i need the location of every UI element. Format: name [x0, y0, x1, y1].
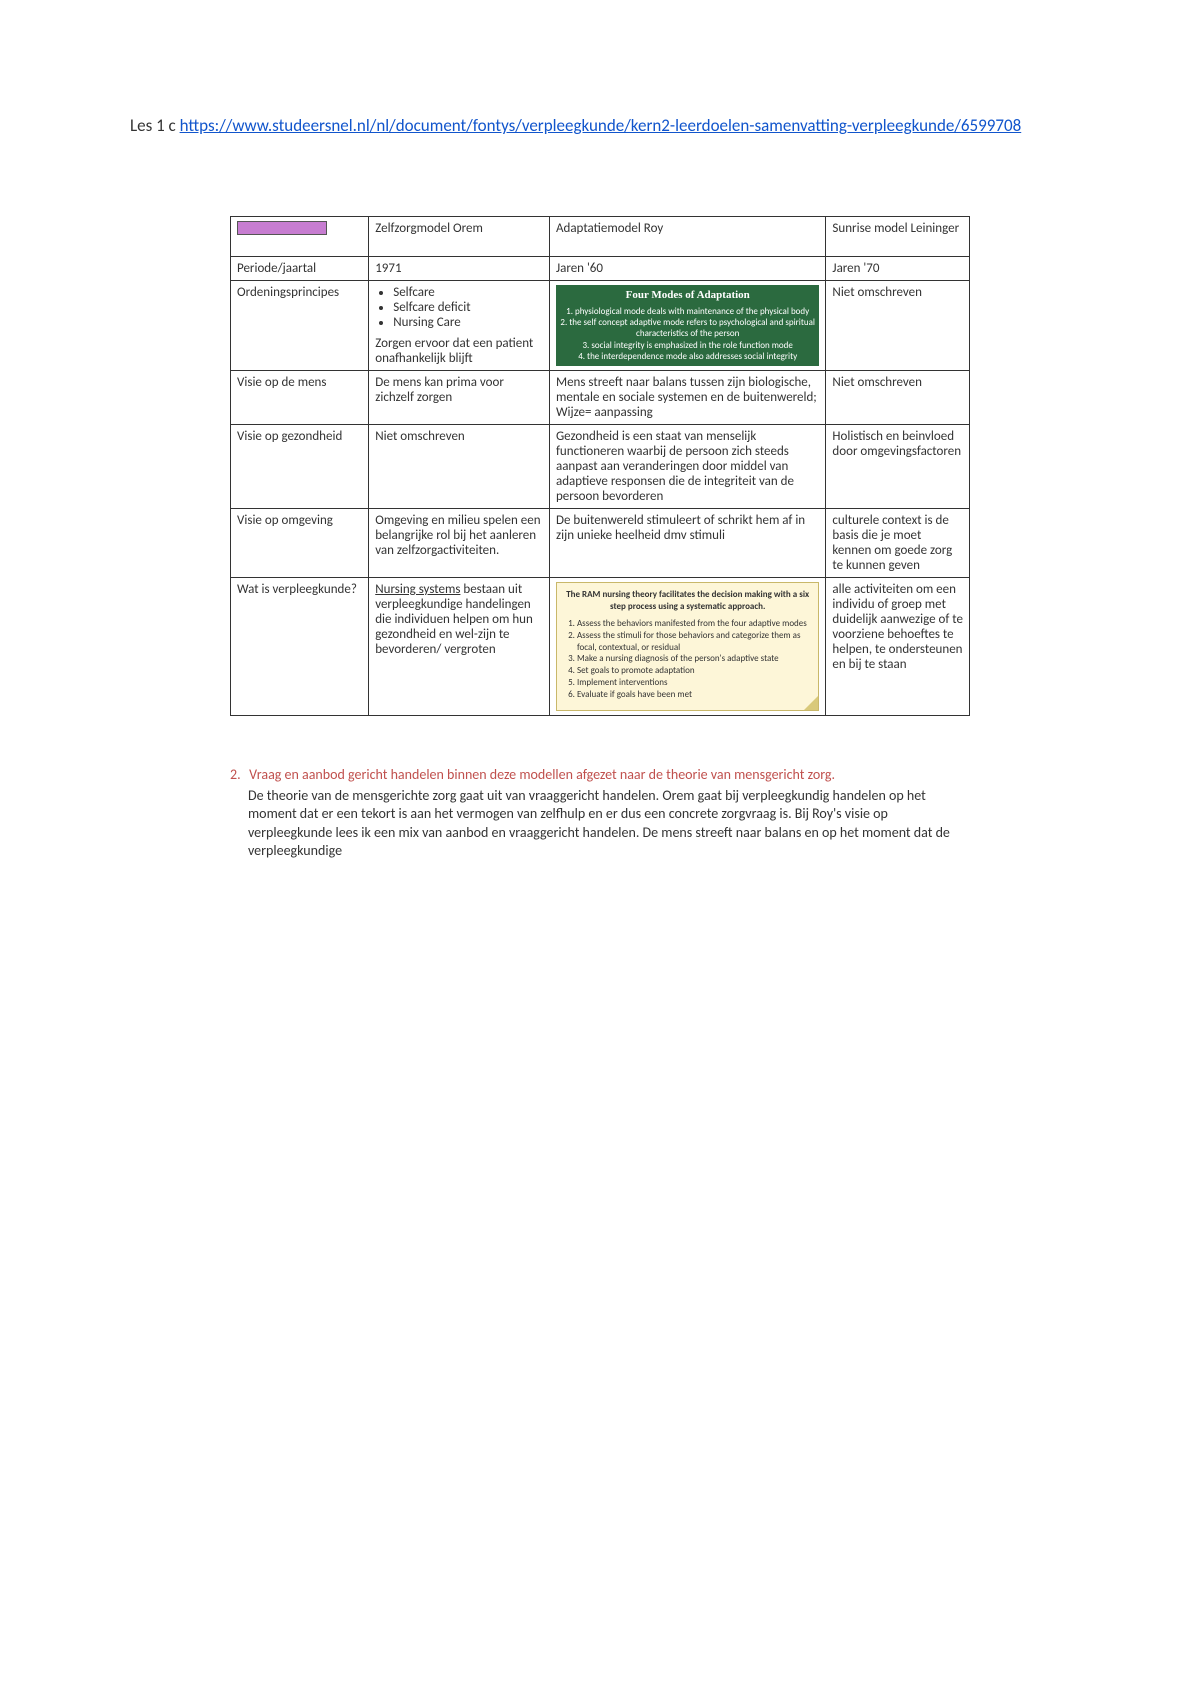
verpleegkunde-orem: Nursing systems bestaan uit verpleegkund… [369, 578, 550, 716]
question-text: Vraag en aanbod gericht handelen binnen … [249, 766, 835, 783]
verpleegkunde-lei: alle activiteiten om een individu of gro… [826, 578, 970, 716]
label-visie-omgeving: Visie op omgeving [231, 509, 369, 578]
orem-bullet: Selfcare [393, 285, 543, 300]
orem-bullet: Nursing Care [393, 315, 543, 330]
orem-bullet: Selfcare deficit [393, 300, 543, 315]
ordening-orem: Selfcare Selfcare deficit Nursing Care Z… [369, 281, 550, 371]
header-orem: Zelfzorgmodel Orem [369, 217, 550, 257]
ram-steps-list: Assess the behaviors manifested from the… [563, 618, 812, 700]
periode-orem: 1971 [369, 257, 550, 281]
ram-theory-box: The RAM nursing theory facilitates the d… [556, 582, 819, 711]
table-header-row: Zelfzorgmodel Orem Adaptatiemodel Roy Su… [231, 217, 970, 257]
roy-modes-title: Four Modes of Adaptation [558, 289, 817, 303]
visie-mens-roy: Mens streeft naar balans tussen zijn bio… [549, 371, 825, 425]
periode-roy: Jaren '60 [549, 257, 825, 281]
models-comparison-table: Zelfzorgmodel Orem Adaptatiemodel Roy Su… [230, 216, 970, 716]
ram-step: Make a nursing diagnosis of the person's… [577, 653, 812, 665]
pink-tab-icon [237, 221, 327, 235]
page-curl-icon [804, 696, 818, 710]
header-link-line: Les 1 c https://www.studeersnel.nl/nl/do… [130, 115, 1070, 136]
roy-mode-item: 3. social integrity is emphasized in the… [558, 340, 817, 351]
orem-after-text: Zorgen ervoor dat een patient onafhankel… [375, 336, 543, 366]
ordening-lei: Niet omschreven [826, 281, 970, 371]
verpleegkunde-roy: The RAM nursing theory facilitates the d… [549, 578, 825, 716]
label-verpleegkunde: Wat is verpleegkunde? [231, 578, 369, 716]
row-periode: Periode/jaartal 1971 Jaren '60 Jaren '70 [231, 257, 970, 281]
ram-step: Set goals to promote adaptation [577, 665, 812, 677]
ram-step: Evaluate if goals have been met [577, 689, 812, 701]
header-roy: Adaptatiemodel Roy [549, 217, 825, 257]
visie-omgeving-lei: culturele context is de basis die je moe… [826, 509, 970, 578]
visie-mens-lei: Niet omschreven [826, 371, 970, 425]
ram-step: Assess the behaviors manifested from the… [577, 618, 812, 630]
source-url[interactable]: https://www.studeersnel.nl/nl/document/f… [180, 115, 1022, 136]
visie-gezondheid-orem: Niet omschreven [369, 425, 550, 509]
roy-mode-item: 4. the interdependence mode also address… [558, 351, 817, 362]
periode-lei: Jaren '70 [826, 257, 970, 281]
visie-omgeving-orem: Omgeving en milieu spelen een belangrijk… [369, 509, 550, 578]
ram-step: Assess the stimuli for those behaviors a… [577, 630, 812, 653]
ram-title: The RAM nursing theory facilitates the d… [563, 589, 812, 612]
label-periode: Periode/jaartal [231, 257, 369, 281]
header-blank [231, 217, 369, 257]
label-ordening: Ordeningsprincipes [231, 281, 369, 371]
row-ordening: Ordeningsprincipes Selfcare Selfcare def… [231, 281, 970, 371]
roy-mode-item: 1. physiological mode deals with mainten… [558, 306, 817, 317]
label-visie-gezondheid: Visie op gezondheid [231, 425, 369, 509]
row-visie-gezondheid: Visie op gezondheid Niet omschreven Gezo… [231, 425, 970, 509]
header-prefix: Les 1 c [130, 115, 180, 136]
ram-step: Implement interventions [577, 677, 812, 689]
row-visie-mens: Visie op de mens De mens kan prima voor … [231, 371, 970, 425]
roy-four-modes-box: Four Modes of Adaptation 1. physiologica… [556, 285, 819, 366]
visie-gezondheid-roy: Gezondheid is een staat van menselijk fu… [549, 425, 825, 509]
section-2: 2. Vraag en aanbod gericht handelen binn… [230, 766, 970, 860]
question-2-body: De theorie van de mensgerichte zorg gaat… [230, 787, 970, 860]
question-2: 2. Vraag en aanbod gericht handelen binn… [230, 766, 970, 783]
visie-omgeving-roy: De buitenwereld stimuleert of schrikt he… [549, 509, 825, 578]
orem-bullet-list: Selfcare Selfcare deficit Nursing Care [375, 285, 543, 330]
header-leininger: Sunrise model Leininger [826, 217, 970, 257]
orem-nursing-systems: Nursing systems [375, 582, 460, 597]
row-verpleegkunde: Wat is verpleegkunde? Nursing systems be… [231, 578, 970, 716]
roy-mode-item: 2. the self concept adaptive mode refers… [558, 317, 817, 340]
visie-gezondheid-lei: Holistisch en beinvloed door omgevingsfa… [826, 425, 970, 509]
ordening-roy: Four Modes of Adaptation 1. physiologica… [549, 281, 825, 371]
row-visie-omgeving: Visie op omgeving Omgeving en milieu spe… [231, 509, 970, 578]
visie-mens-orem: De mens kan prima voor zichzelf zorgen [369, 371, 550, 425]
label-visie-mens: Visie op de mens [231, 371, 369, 425]
question-number: 2. [230, 766, 246, 783]
